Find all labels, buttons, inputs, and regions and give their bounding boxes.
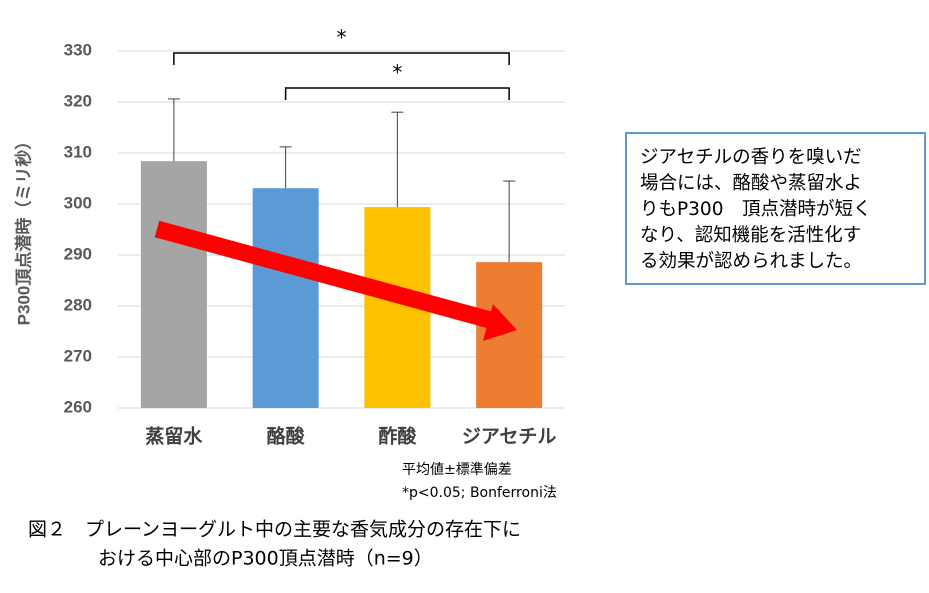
textbox-line: なり、認知機能を活性化す xyxy=(640,225,861,246)
caption-line: おける中心部のP300頂点潜時（n=9） xyxy=(98,548,433,570)
y-tick-label: 270 xyxy=(64,346,92,365)
y-tick-label: 290 xyxy=(64,244,92,263)
y-tick-label: 330 xyxy=(64,40,92,59)
x-tick-label: 酢酸 xyxy=(378,425,417,448)
textbox-line: ジアセチルの香りを嗅いだ xyxy=(640,147,862,168)
x-tick-label: 酪酸 xyxy=(267,425,306,448)
textbox-line: る効果が認められました。 xyxy=(640,251,862,272)
significance-bracket xyxy=(173,52,510,65)
significance-label: * xyxy=(392,61,402,85)
y-tick-label: 320 xyxy=(64,91,92,110)
textbox-line: りもP300 頂点潜時が短く xyxy=(640,199,871,220)
bar xyxy=(140,161,207,408)
arrow-head xyxy=(483,304,517,341)
y-tick-label: 260 xyxy=(64,397,92,416)
x-tick-label: ジアセチル xyxy=(462,426,557,448)
note: 平均値±標準偏差 xyxy=(402,462,512,478)
y-tick-label: 300 xyxy=(64,193,92,212)
textbox-line: 場合には、酪酸や蒸留水よ xyxy=(640,173,862,194)
textbox-frame xyxy=(625,132,926,285)
significance-label: * xyxy=(337,26,347,50)
y-axis-label: P300頂点潜時（ミリ秒） xyxy=(13,133,33,326)
trend-arrow xyxy=(154,220,517,341)
x-tick-label: 蒸留水 xyxy=(145,425,203,448)
y-tick-label: 310 xyxy=(64,142,92,161)
significance-bracket xyxy=(284,87,510,100)
caption-line: 図２ プレーンヨーグルト中の主要な香気成分の存在下に xyxy=(28,519,521,541)
y-tick-label: 280 xyxy=(64,295,92,314)
note: *p<0.05; Bonferroni法 xyxy=(402,485,557,501)
arrow-shaft xyxy=(154,220,493,329)
bar xyxy=(252,188,319,408)
